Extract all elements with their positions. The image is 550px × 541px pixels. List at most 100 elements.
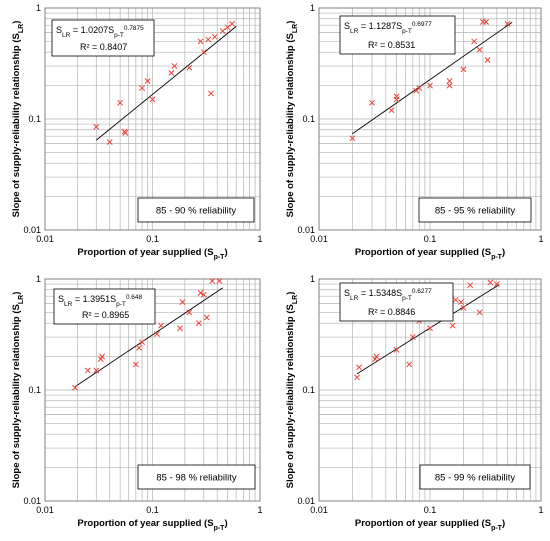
- plot-border: [318, 7, 542, 231]
- equation-label: SLR = 1.3951Sp-T0.648: [58, 294, 143, 308]
- data-point: [216, 278, 223, 284]
- data-point: [132, 361, 139, 368]
- x-tick-label: 0.01: [36, 234, 54, 244]
- data-point: [487, 279, 494, 286]
- data-point: [393, 93, 400, 100]
- y-tick-label: 0.01: [23, 496, 41, 506]
- y-tick-label: 1: [310, 274, 315, 284]
- data-point: [197, 289, 204, 296]
- data-point: [171, 63, 178, 69]
- data-point: [219, 28, 226, 34]
- x-axis-label: Proportion of year supplied (Sp-T): [77, 518, 227, 532]
- reliability-label: 85 - 90 % reliability: [156, 206, 237, 217]
- data-point: [153, 330, 160, 337]
- y-tick-label: 0.1: [302, 114, 315, 124]
- data-point: [139, 85, 146, 92]
- reliability-label: 85 - 99 % reliability: [435, 473, 516, 484]
- r-squared-label: R² = 0.8531: [368, 40, 415, 50]
- data-point: [460, 66, 467, 73]
- data-point: [136, 344, 143, 351]
- x-tick-label: 0.1: [146, 234, 159, 244]
- data-point: [117, 99, 124, 106]
- data-point: [149, 96, 156, 103]
- data-point: [373, 353, 380, 360]
- equation-box: [339, 15, 456, 55]
- data-point: [208, 90, 214, 97]
- data-point: [427, 82, 433, 89]
- data-point: [476, 309, 483, 316]
- y-tick-label: 1: [36, 3, 41, 13]
- chart-panel-4: 0.01 0.1 1 0.01 0.1 1 Proportion of year suppl…: [285, 274, 544, 532]
- x-tick-label: 1: [257, 505, 262, 515]
- data-point: [84, 367, 91, 374]
- trend-line: [352, 21, 513, 135]
- y-tick-label: 0.01: [297, 225, 315, 235]
- x-tick-label: 1: [538, 505, 543, 515]
- data-point: [209, 278, 216, 284]
- chart-panel-3: 0.01 0.1 1 0.01 0.1 1 Proportion of year suppl…: [11, 274, 263, 532]
- equation-label: SLR = 1.1287Sp-T0.6977: [344, 21, 432, 35]
- data-point: [200, 49, 207, 56]
- equation-box: [51, 19, 155, 57]
- x-axis-label: Proportion of year supplied (Sp-T): [355, 518, 505, 532]
- data-point: [158, 322, 164, 329]
- x-tick-label: 1: [538, 234, 543, 244]
- r-squared-label: R² = 0.8965: [82, 310, 129, 320]
- trend-line: [74, 287, 223, 388]
- data-point: [186, 309, 193, 316]
- x-tick-label: 0.1: [424, 505, 437, 515]
- data-point: [176, 325, 183, 332]
- data-point: [197, 38, 204, 45]
- y-axis-label: Slope of supply-reliability relationship…: [285, 21, 299, 218]
- y-tick-label: 0.1: [302, 385, 315, 395]
- data-point: [93, 367, 100, 374]
- trend-line: [356, 284, 500, 375]
- x-tick-label: 0.1: [146, 505, 159, 515]
- data-point: [224, 24, 231, 31]
- data-point: [229, 20, 236, 27]
- data-point: [467, 282, 474, 289]
- y-tick-label: 0.01: [23, 225, 41, 235]
- y-tick-label: 0.01: [297, 496, 315, 506]
- data-point: [139, 339, 146, 346]
- data-point: [93, 123, 100, 130]
- data-point: [122, 129, 129, 136]
- data-point: [200, 291, 207, 298]
- x-axis-label: Proportion of year supplied (Sp-T): [77, 247, 227, 261]
- data-point: [476, 46, 483, 53]
- data-point: [144, 78, 151, 84]
- data-point: [356, 364, 363, 371]
- data-point: [409, 334, 416, 340]
- data-point: [388, 107, 395, 114]
- plot-border: [318, 278, 542, 502]
- data-point: [449, 322, 456, 329]
- r-squared-label: R² = 0.8407: [80, 42, 127, 52]
- x-tick-label: 0.1: [424, 234, 437, 244]
- plot-border: [44, 278, 261, 502]
- equation-label: SLR = 1.5348Sp-T0.6277: [344, 288, 432, 302]
- reliability-box: [418, 197, 532, 223]
- x-tick-label: 0.01: [310, 234, 328, 244]
- data-point: [211, 33, 218, 40]
- data-point: [393, 346, 400, 353]
- data-point: [427, 325, 433, 332]
- y-axis-label: Slope of supply-reliability relationship…: [285, 292, 299, 489]
- data-point: [471, 38, 478, 45]
- equation-box: [339, 282, 454, 322]
- data-point: [457, 299, 464, 305]
- data-point: [72, 384, 78, 391]
- x-tick-label: 1: [257, 234, 262, 244]
- data-point: [452, 296, 459, 303]
- data-point: [446, 78, 453, 84]
- y-tick-label: 1: [36, 274, 41, 284]
- data-point: [483, 18, 490, 25]
- data-point: [406, 361, 413, 368]
- y-axis-label: Slope of supply-reliability relationship…: [11, 292, 25, 489]
- data-point: [446, 82, 453, 89]
- data-point: [416, 85, 423, 92]
- data-point: [460, 304, 467, 311]
- reliability-label: 85 - 95 % reliability: [435, 206, 516, 217]
- data-point: [99, 353, 106, 360]
- y-tick-label: 0.1: [28, 385, 41, 395]
